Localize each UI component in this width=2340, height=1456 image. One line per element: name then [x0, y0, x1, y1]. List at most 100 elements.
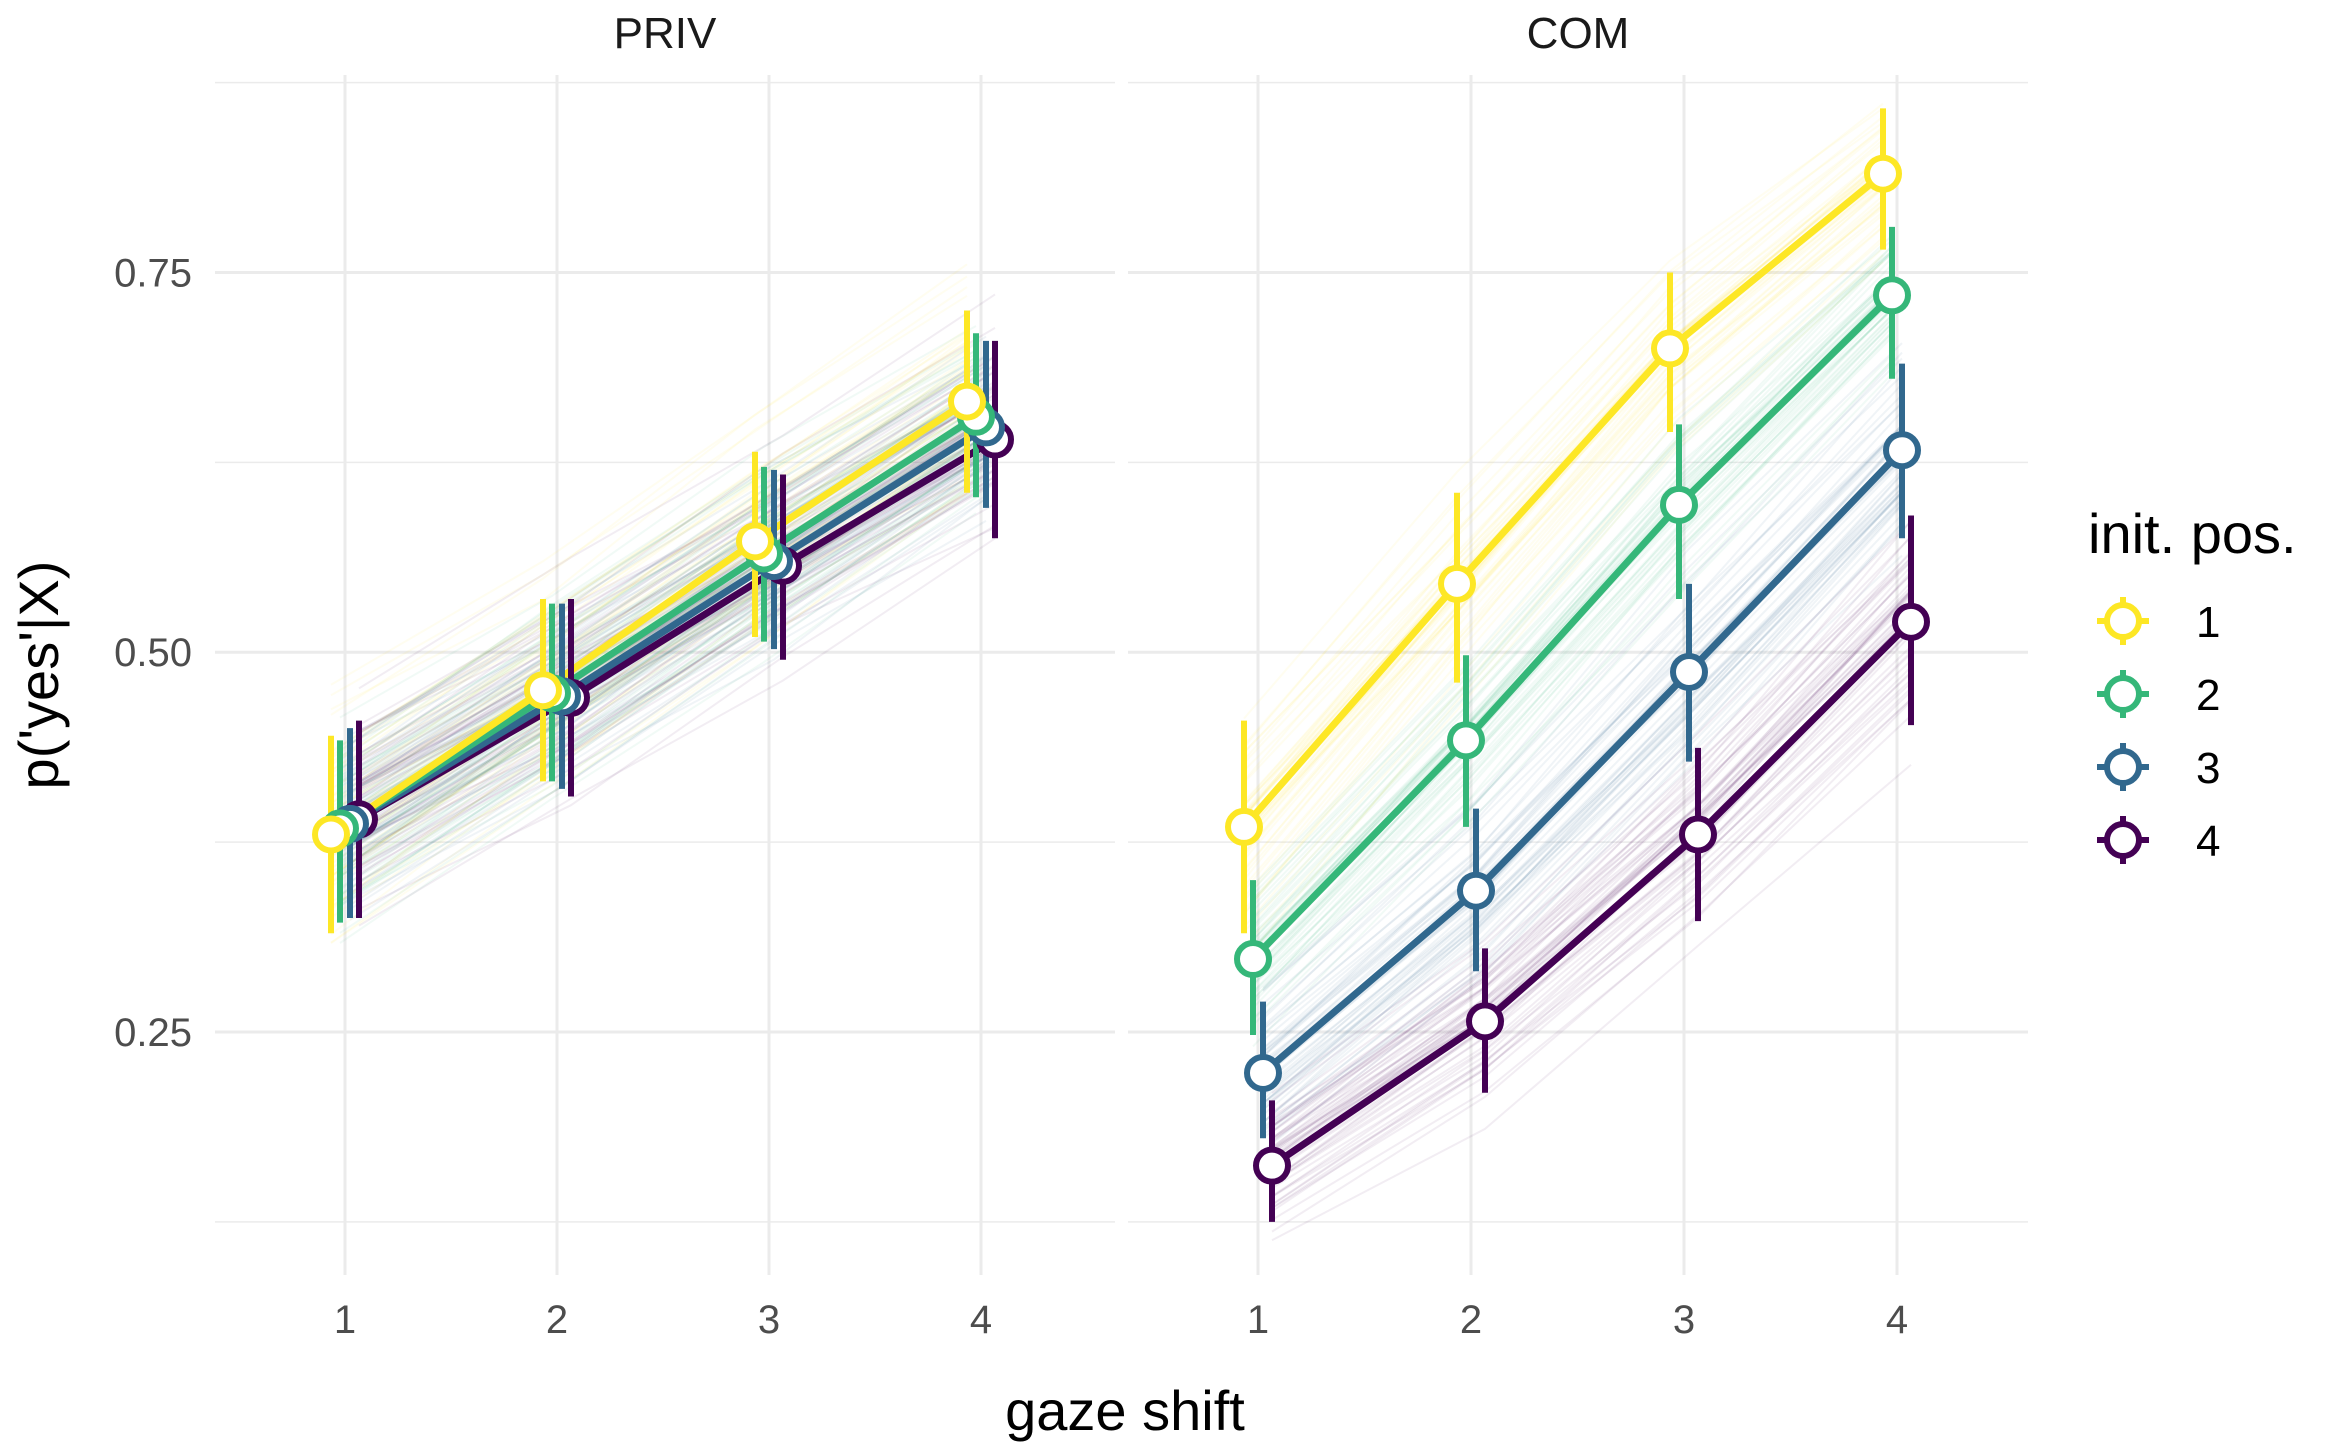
posterior-draw-line — [1271, 599, 1912, 1149]
posterior-draw-line — [358, 460, 996, 839]
posterior-draw-line — [339, 356, 977, 770]
posterior-draw-line — [339, 378, 977, 796]
posterior-draw-line — [1271, 591, 1912, 1152]
posterior-draw-line — [1252, 359, 1893, 1021]
posterior-draw-line — [339, 365, 977, 783]
posterior-draw-line — [358, 480, 996, 851]
posterior-draw-line — [339, 461, 977, 877]
posterior-draw-line — [1243, 121, 1884, 749]
posterior-draw-line — [1262, 493, 1903, 1108]
posterior-draw-line — [330, 286, 968, 697]
posterior-draw-line — [349, 476, 987, 890]
posterior-draw-line — [349, 464, 987, 878]
posterior-draw-line — [1252, 318, 1893, 1001]
posterior-draw-line — [1252, 303, 1893, 980]
posterior-draw-line — [1243, 174, 1884, 842]
posterior-draw-line — [330, 393, 968, 811]
posterior-draw-line — [1271, 586, 1912, 1133]
posterior-draw-line — [1243, 221, 1884, 911]
posterior-draw-line — [1271, 589, 1912, 1139]
posterior-draw-line — [1262, 357, 1903, 991]
posterior-draw-line — [349, 450, 987, 844]
posterior-draw-line — [330, 385, 968, 813]
posterior-draw-line — [1271, 590, 1912, 1151]
legend-swatch — [2104, 748, 2142, 786]
posterior-draw-line — [1243, 185, 1884, 854]
posterior-draw-line — [339, 449, 977, 873]
posterior-draw-line — [1262, 490, 1903, 1104]
posterior-draw-line — [1243, 181, 1884, 847]
legend-label: 3 — [2196, 744, 2220, 793]
legend-item-3: 3 — [2097, 743, 2220, 793]
posterior-draw-line — [1252, 250, 1893, 919]
data-point — [1883, 431, 1921, 470]
posterior-draw-line — [330, 350, 968, 779]
posterior-draw-line — [339, 349, 977, 761]
posterior-draw-line — [1243, 194, 1884, 870]
posterior-draw-line — [1262, 461, 1903, 1079]
posterior-draw-line — [330, 482, 968, 908]
posterior-draw-line — [1262, 426, 1903, 1053]
posterior-draw-line — [349, 364, 987, 773]
posterior-draw-line — [349, 356, 987, 745]
x-tick-label: 4 — [970, 1298, 992, 1342]
posterior-draw-line — [1252, 322, 1893, 978]
posterior-draw-line — [1252, 314, 1893, 985]
data-point — [1457, 871, 1495, 910]
posterior-draw-line — [1262, 526, 1903, 1136]
posterior-draw-line — [1252, 322, 1893, 987]
posterior-draw-line — [1262, 554, 1903, 1152]
posterior-draw-line — [1271, 659, 1912, 1183]
posterior-draw-line — [1262, 487, 1903, 1101]
series-line-2 — [1250, 292, 1895, 962]
posterior-draw-line — [330, 465, 968, 909]
posterior-draw-line — [1243, 185, 1884, 836]
series-line-4 — [1270, 619, 1914, 1169]
posterior-draw-line — [1262, 522, 1903, 1133]
posterior-draw-line — [339, 393, 977, 788]
posterior-draw-line — [1243, 129, 1884, 782]
chart-text: PRIV COM gaze shift p('yes'|X) init. pos… — [7, 9, 2297, 1442]
posterior-draw-line — [1271, 666, 1912, 1198]
posterior-draw-line — [1271, 613, 1912, 1155]
posterior-draw-line — [1252, 276, 1893, 940]
legend-swatch — [2104, 675, 2142, 713]
posterior-draw-line — [349, 395, 987, 784]
posterior-draw-line — [330, 341, 968, 766]
posterior-draw-line — [1262, 486, 1903, 1086]
data-point — [1651, 329, 1689, 368]
posterior-draw-line — [1252, 250, 1893, 907]
posterior-draw-line — [1271, 612, 1912, 1153]
axis-tick-labels: 1 2 3 4 1 2 3 4 0.25 0.50 0.75 — [114, 251, 1908, 1342]
posterior-draw-line — [330, 263, 968, 686]
posterior-draw-line — [1252, 249, 1893, 896]
posterior-draw-line — [1262, 402, 1903, 1030]
posterior-draw-line — [349, 454, 987, 848]
posterior-draw-line — [330, 435, 968, 858]
posterior-draw-line — [1271, 645, 1912, 1183]
posterior-draw-line — [1252, 317, 1893, 985]
posterior-draw-line — [1271, 565, 1912, 1127]
posterior-draw-line — [339, 477, 977, 907]
posterior-draw-line — [349, 388, 987, 794]
series-line-1 — [329, 398, 969, 838]
posterior-draw-line — [1243, 127, 1884, 761]
posterior-draw-line — [349, 456, 987, 863]
posterior-draw-line — [358, 363, 996, 734]
posterior-draw-line — [1252, 284, 1893, 952]
posterior-draw-line — [1262, 383, 1903, 1017]
posterior-draw-line — [1271, 573, 1912, 1128]
posterior-draw-line — [349, 452, 987, 865]
data-point — [312, 815, 350, 854]
posterior-draw-line — [339, 385, 977, 818]
posterior-draw-line — [358, 479, 996, 875]
posterior-draw-line — [349, 456, 987, 865]
posterior-draw-line — [358, 443, 996, 842]
posterior-draw-line — [339, 366, 977, 785]
posterior-draw-line — [1252, 331, 1893, 1009]
posterior-draw-line — [358, 385, 996, 754]
posterior-draw-line — [339, 340, 977, 759]
posterior-draw-line — [330, 370, 968, 805]
posterior-draw-line — [1243, 211, 1884, 892]
posterior-draw-line — [358, 463, 996, 833]
